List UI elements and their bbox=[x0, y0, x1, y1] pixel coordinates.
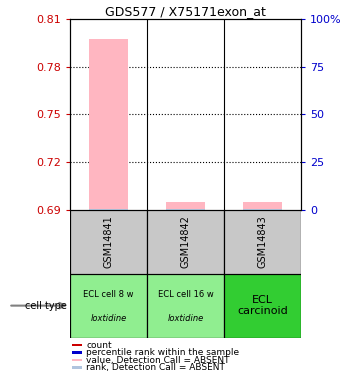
Text: GSM14843: GSM14843 bbox=[258, 216, 267, 268]
Text: loxtidine: loxtidine bbox=[90, 314, 127, 323]
Text: cell type: cell type bbox=[25, 301, 66, 310]
Bar bbox=[70, 274, 147, 338]
Text: loxtidine: loxtidine bbox=[167, 314, 204, 323]
Bar bbox=[166, 202, 205, 210]
Bar bbox=[166, 209, 205, 211]
Bar bbox=[72, 344, 82, 346]
Text: rank, Detection Call = ABSENT: rank, Detection Call = ABSENT bbox=[86, 363, 225, 372]
Bar bbox=[147, 210, 224, 274]
Text: percentile rank within the sample: percentile rank within the sample bbox=[86, 348, 239, 357]
Bar bbox=[243, 202, 282, 210]
Title: GDS577 / X75171exon_at: GDS577 / X75171exon_at bbox=[105, 4, 266, 18]
Bar bbox=[224, 210, 301, 274]
Text: value, Detection Call = ABSENT: value, Detection Call = ABSENT bbox=[86, 356, 230, 364]
Text: ECL cell 8 w: ECL cell 8 w bbox=[83, 290, 134, 298]
Bar bbox=[243, 209, 282, 211]
Bar bbox=[89, 209, 128, 211]
Text: ECL cell 16 w: ECL cell 16 w bbox=[158, 290, 214, 298]
Bar bbox=[70, 210, 147, 274]
Bar bbox=[147, 274, 224, 338]
Text: count: count bbox=[86, 340, 112, 350]
Bar bbox=[72, 366, 82, 369]
Bar bbox=[224, 274, 301, 338]
Bar bbox=[72, 351, 82, 354]
Bar bbox=[72, 359, 82, 361]
Text: GSM14841: GSM14841 bbox=[104, 216, 113, 268]
Text: GSM14842: GSM14842 bbox=[181, 215, 190, 268]
Text: ECL
carcinoid: ECL carcinoid bbox=[237, 295, 288, 316]
Bar bbox=[89, 39, 128, 210]
